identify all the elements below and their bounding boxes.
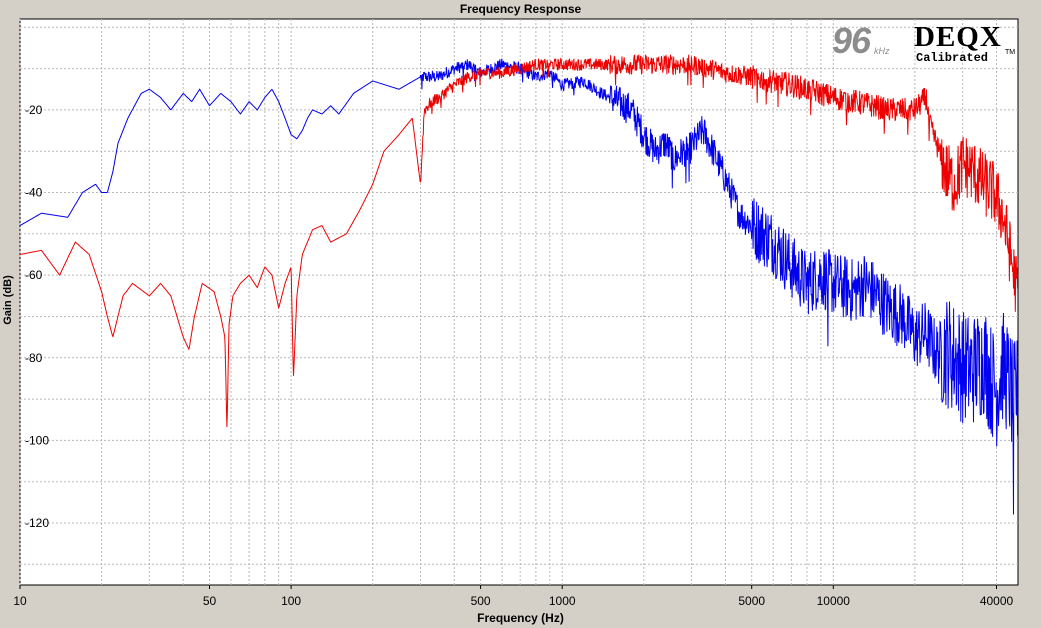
y-axis-label: Gain (dB): [2, 275, 14, 325]
y-tick-label: -120: [25, 516, 49, 530]
chart-title: Frequency Response: [459, 2, 582, 16]
data-series: [19, 54, 1018, 515]
brand-name: DEQX: [914, 21, 1002, 53]
x-tick-label: 40000: [980, 594, 1014, 608]
x-tick-label: 10: [13, 594, 27, 608]
deqx-logo: 96 kHz DEQX Calibrated TM: [830, 20, 1020, 70]
brand-subtitle: Calibrated: [916, 51, 989, 65]
x-tick-label: 500: [471, 594, 491, 608]
y-tick-label: -40: [25, 186, 43, 200]
x-tick-label: 50: [203, 594, 217, 608]
series-line-1: [19, 58, 1018, 515]
x-tick-label: 5000: [738, 594, 765, 608]
x-axis-label: Frequency (Hz): [477, 611, 564, 625]
x-tick-label: 10000: [817, 594, 851, 608]
trademark-mark: TM: [1005, 49, 1016, 56]
y-tick-label: -20: [25, 103, 43, 117]
sample-rate-value: 96: [832, 20, 871, 61]
x-tick-label: 100: [281, 594, 301, 608]
plot-area: [19, 18, 1019, 586]
sample-rate-unit: kHz: [874, 46, 890, 56]
y-tick-label: -100: [25, 433, 49, 447]
x-tick-label: 1000: [549, 594, 576, 608]
y-tick-label: -80: [25, 351, 43, 365]
y-tick-label: -60: [25, 268, 43, 282]
series-line-2: [19, 54, 1018, 428]
tick-labels: 10 50 100 500 1000 5000 10000 40000 -20 -40 -60 -80…: [13, 103, 1013, 608]
